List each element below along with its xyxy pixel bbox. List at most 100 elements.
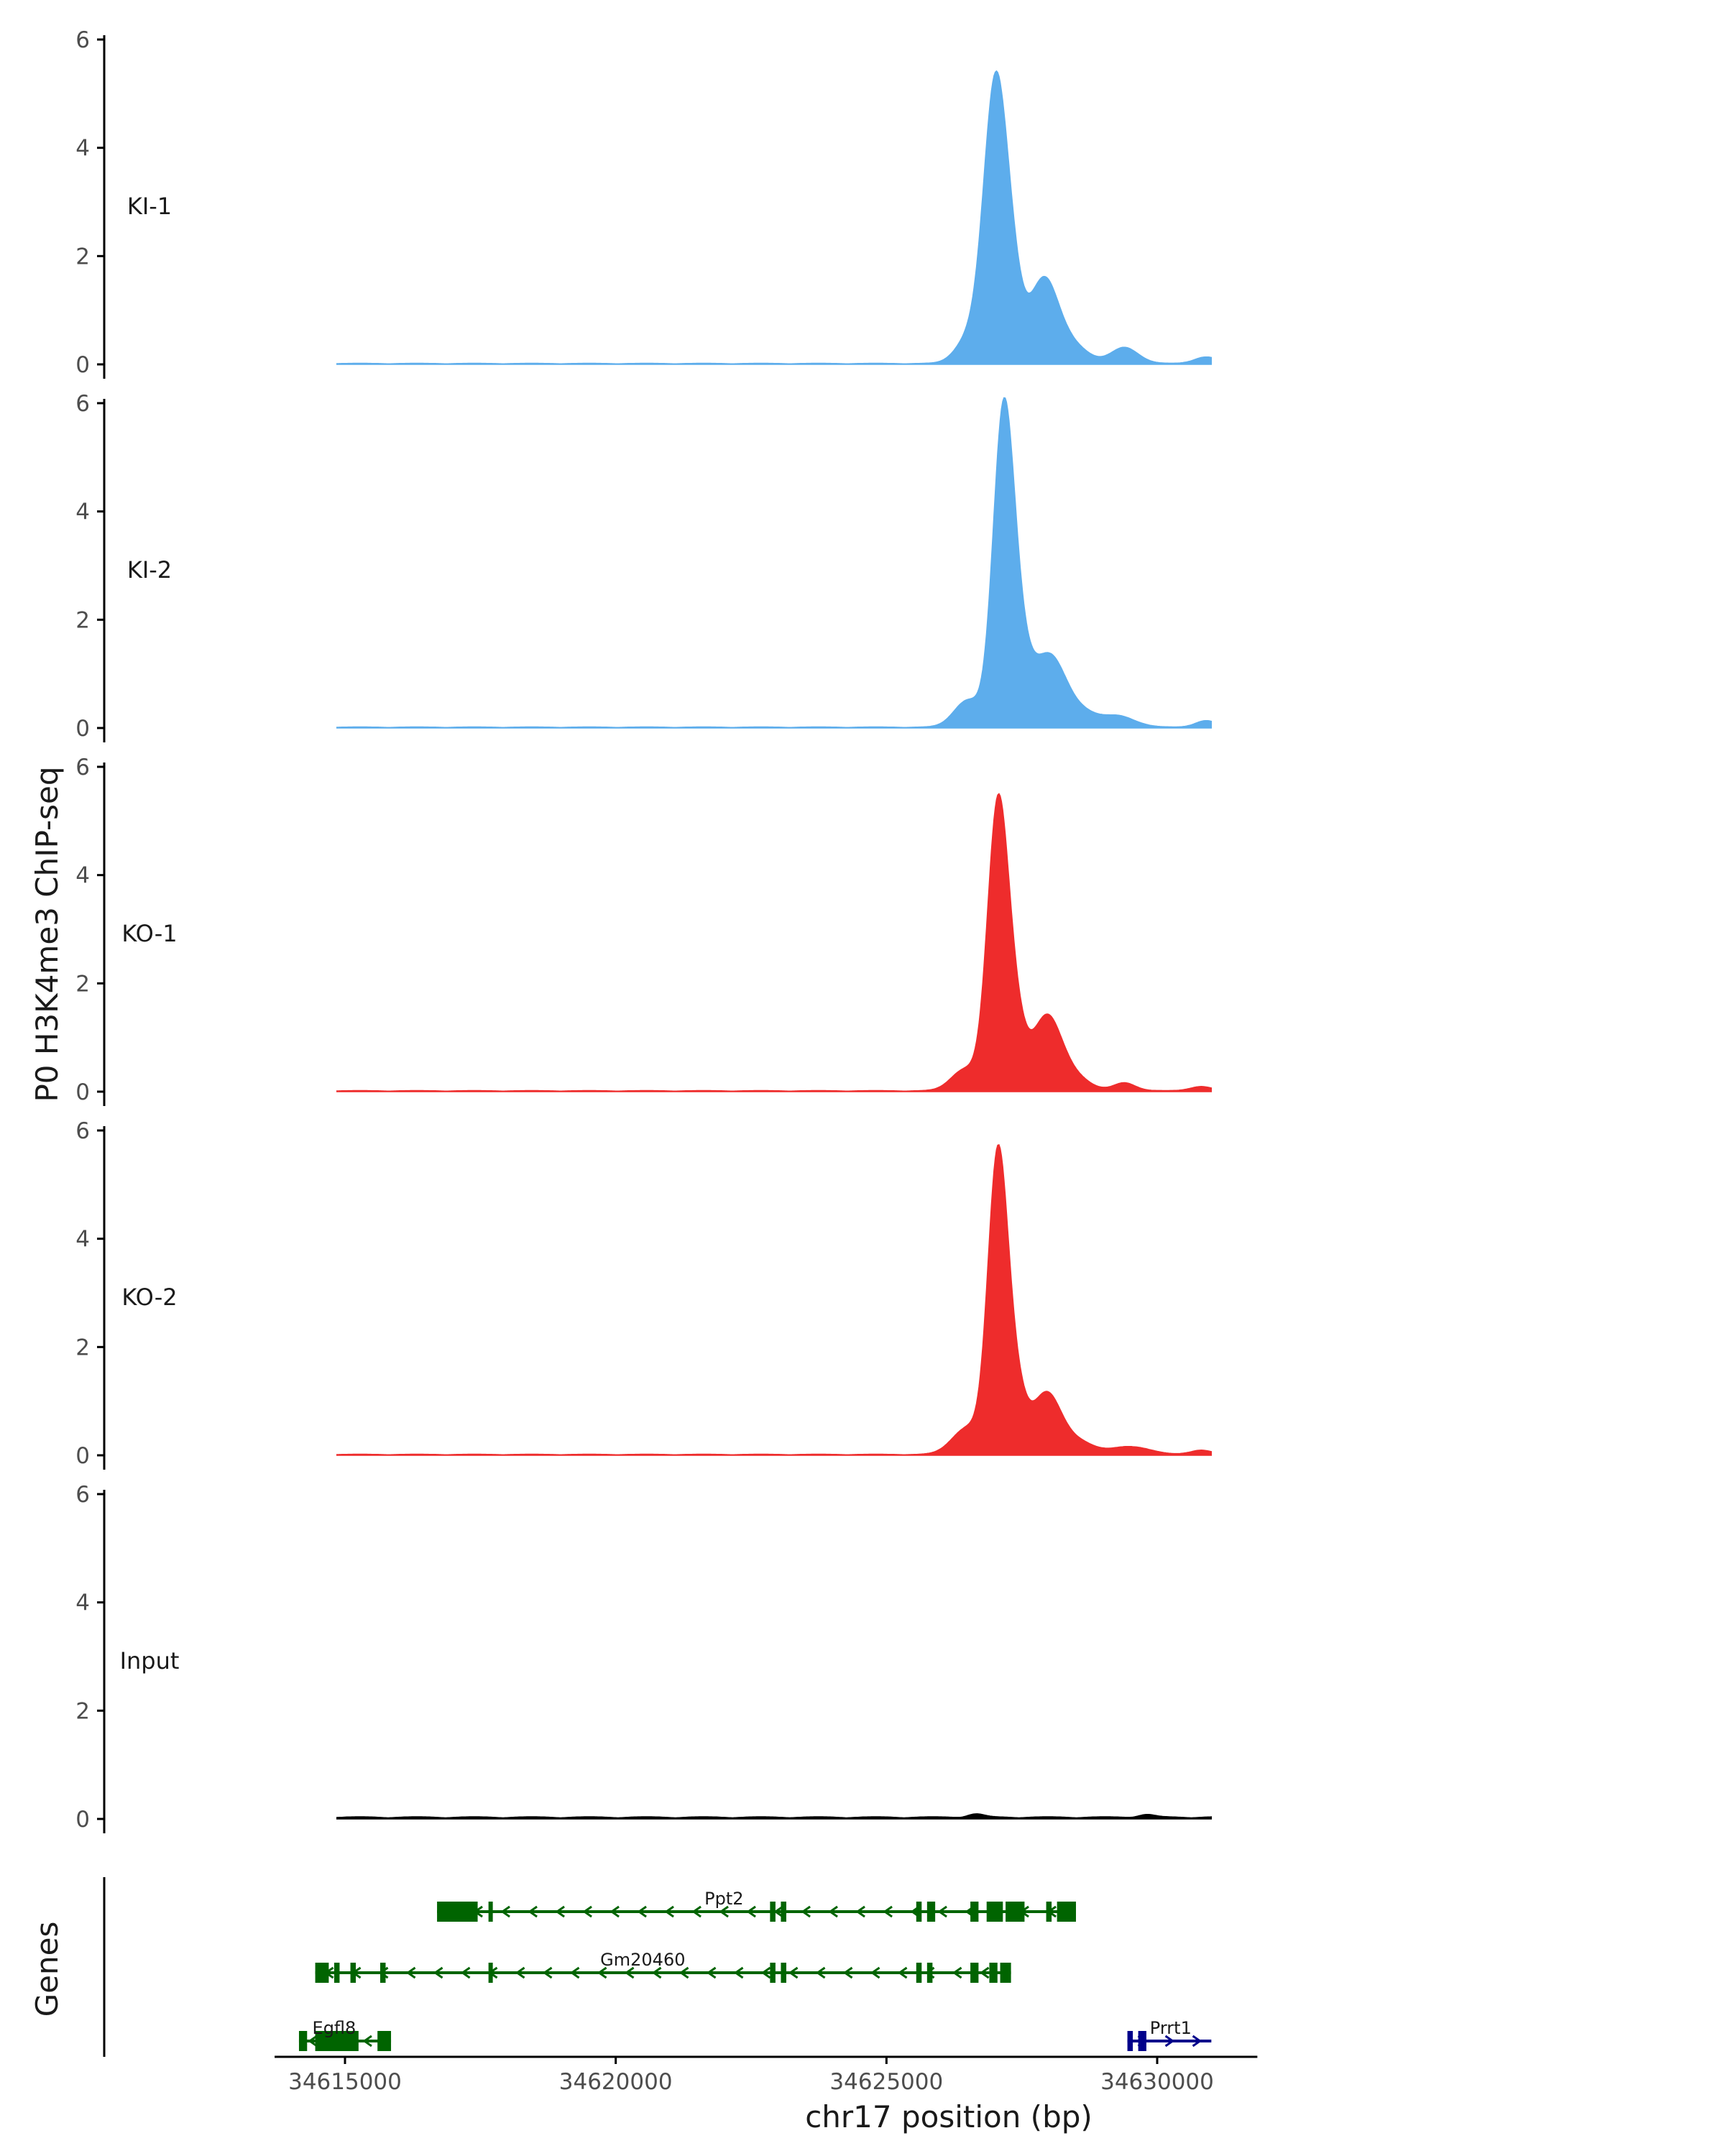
strand-arrow [1164,2035,1175,2047]
gene-exon [1127,2031,1133,2051]
x-axis-title: chr17 position (bp) [805,2099,1092,2134]
y-tick-label: 4 [75,1227,90,1253]
x-tick-label: 34620000 [559,2069,673,2095]
track-name-label: KI-2 [127,556,172,584]
strand-arrow [773,1905,783,1918]
strand-arrow [897,1966,908,1979]
gene-exon [916,1963,922,1983]
track-name-label: KO-2 [121,1284,177,1311]
gene-egfl8: Egfl8 [298,2018,392,2051]
y-axis-title: P0 H3K4me3 ChIP-seq [29,766,65,1102]
gene-exon [315,2031,359,2051]
y-tick-label: 2 [75,1698,90,1724]
track-name-label: KI-1 [127,193,172,220]
strand-arrow [542,1966,553,1979]
gene-exon [770,1963,776,1983]
x-tick-label: 34625000 [829,2069,943,2095]
x-tick-label: 34630000 [1100,2069,1214,2095]
y-tick-label: 0 [75,352,90,378]
gene-name-label: Gm20460 [600,1950,685,1970]
y-tick-label: 4 [75,499,90,525]
track-name-label: Input [120,1647,180,1674]
gene-track: Ppt2 Gm20460 Egfl8 Prrt1 [103,1877,1212,2057]
gene-exon [1006,1902,1025,1922]
strand-arrow [855,1905,865,1918]
strand-arrow [664,1905,674,1918]
strand-arrow [500,1905,510,1918]
coverage-tracks: 0 2 4 6 KI-1 0 2 4 6 KI-2 0 2 4 6 KO-1 0 2 4 6 KO-2 0 2 4 6 Inpu… [75,27,1213,1833]
strand-arrow [582,1905,592,1918]
strand-arrow [979,1966,990,1979]
gene-exon [488,1902,493,1922]
coverage-area [336,397,1213,729]
gene-exon [1057,1902,1076,1922]
strand-arrow [937,1905,947,1918]
track-ko-1: 0 2 4 6 KO-1 [75,755,1213,1106]
track-input: 0 2 4 6 Input [75,1482,1213,1833]
gene-exon [380,1963,386,1983]
gene-exon [926,1963,933,1983]
y-tick-label: 0 [75,1807,90,1833]
y-tick-label: 6 [75,755,90,780]
gene-exon [781,1902,786,1922]
gene-exon [488,1963,493,1983]
gene-exon [350,1963,356,1983]
gene-exon [1000,1963,1011,1983]
y-tick-label: 2 [75,1335,90,1360]
strand-arrow [815,1966,826,1979]
strand-arrow [678,1966,689,1979]
y-tick-label: 2 [75,244,90,270]
strand-arrow [801,1905,811,1918]
y-tick-label: 0 [75,1079,90,1105]
track-name-label: KO-1 [121,920,177,947]
strand-arrow [719,1905,729,1918]
strand-arrow [828,1905,838,1918]
gene-exon [1138,2031,1146,2051]
gene-exon [315,1963,329,1983]
y-tick-label: 2 [75,607,90,633]
x-axis: 34615000 34620000 34625000 34630000 [275,2055,1258,2095]
strand-arrow [308,2035,318,2047]
gene-exon [926,1902,936,1922]
y-tick-label: 0 [75,716,90,742]
gene-exon [437,1902,478,1922]
strand-arrow [651,1966,662,1979]
y-tick-label: 4 [75,136,90,162]
strand-arrow [952,1966,962,1979]
strand-arrow [637,1905,647,1918]
gene-exon [770,1902,776,1922]
strand-arrow [706,1966,717,1979]
strand-arrow [460,1966,471,1979]
strand-arrow [870,1966,880,1979]
gene-exon [781,1963,786,1983]
y-tick-label: 2 [75,971,90,997]
strand-arrow [842,1966,853,1979]
y-tick-label: 4 [75,1590,90,1616]
strand-arrow [569,1966,580,1979]
coverage-area [336,1813,1213,1820]
gene-gm20460: Gm20460 [315,1950,1011,1983]
strand-arrow [597,1966,607,1979]
y-tick-label: 4 [75,863,90,889]
strand-arrow [733,1966,744,1979]
gene-exon [970,1963,979,1983]
gene-name-label: Egfl8 [313,2018,356,2038]
strand-arrow [883,1905,893,1918]
y-tick-label: 6 [75,27,90,53]
coverage-area [336,793,1213,1092]
gene-name-label: Prrt1 [1150,2018,1192,2038]
strand-arrow [433,1966,443,1979]
track-ko-2: 0 2 4 6 KO-2 [75,1118,1213,1470]
y-tick-label: 6 [75,391,90,417]
coverage-area [336,1143,1213,1456]
strand-arrow [1192,2035,1202,2047]
genes-axis-title: Genes [29,1922,65,2017]
track-ki-2: 0 2 4 6 KI-2 [75,391,1213,742]
track-ki-1: 0 2 4 6 KI-1 [75,27,1213,379]
gene-ppt2: Ppt2 [437,1889,1076,1922]
strand-arrow [405,1966,416,1979]
gene-prrt1: Prrt1 [1127,2018,1212,2051]
coverage-area [336,70,1213,365]
